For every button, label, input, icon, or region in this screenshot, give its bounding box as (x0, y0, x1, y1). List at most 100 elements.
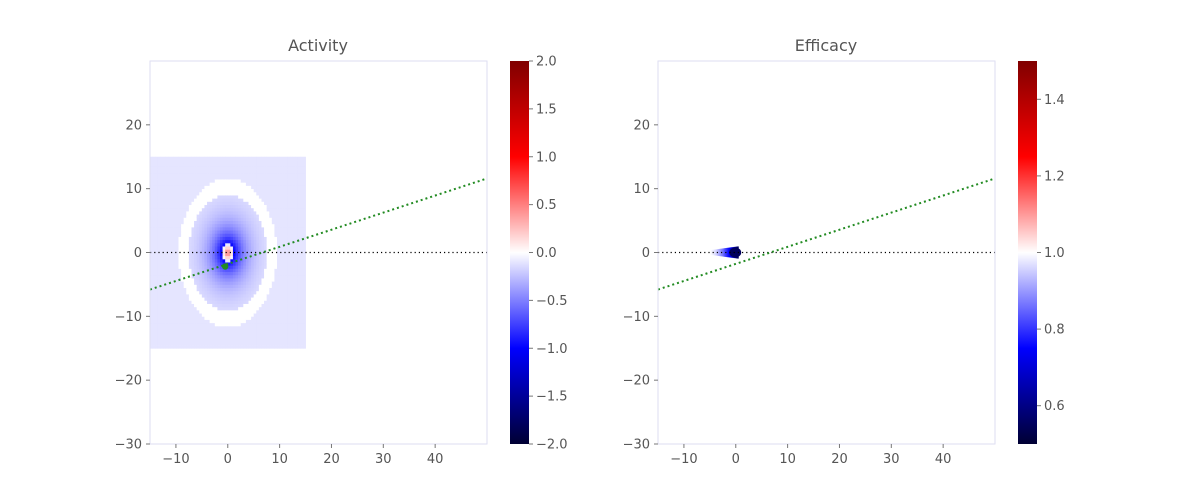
heatmap-cell (173, 217, 177, 221)
heatmap-cell (274, 246, 278, 250)
heatmap-cell (302, 252, 306, 257)
heatmap-cell (191, 188, 195, 193)
heatmap-cell (157, 258, 161, 263)
heatmap-cell (287, 204, 291, 209)
heatmap-cell (277, 207, 281, 212)
heatmap-cell (222, 300, 226, 304)
heatmap-cell (284, 313, 288, 317)
heatmap-cell (284, 239, 288, 244)
heatmap-cell (207, 217, 211, 221)
heatmap-cell (256, 278, 260, 282)
heatmap-cell (162, 226, 166, 231)
heatmap-cell (279, 166, 283, 170)
heatmap-cell (240, 159, 244, 164)
heatmap-cell (235, 252, 239, 257)
heatmap-cell (207, 159, 211, 164)
heatmap-cell (277, 185, 281, 190)
heatmap-cell (245, 287, 249, 292)
heatmap-cell (178, 214, 182, 218)
heatmap-cell (256, 325, 260, 330)
heatmap-cell (194, 274, 198, 279)
heatmap-cell (209, 207, 213, 212)
heatmap-cell (289, 293, 293, 298)
heatmap-cell (256, 268, 260, 273)
heatmap-cell (201, 325, 205, 330)
heatmap-cell (204, 322, 208, 327)
heatmap-cell (173, 179, 177, 183)
colorbar-tick-label: 1.0 (1044, 246, 1065, 261)
heatmap-cell (282, 271, 286, 276)
heatmap-cell (240, 293, 244, 298)
heatmap-cell (300, 309, 304, 314)
heatmap-cell (150, 290, 153, 295)
heatmap-cell (248, 230, 252, 234)
heatmap-cell (191, 306, 195, 311)
heatmap-cell (168, 300, 172, 304)
heatmap-cell (165, 220, 169, 225)
heatmap-cell (155, 329, 159, 333)
heatmap-cell (266, 255, 270, 260)
heatmap-cell (194, 249, 198, 253)
heatmap-cell (168, 316, 172, 320)
heatmap-cell (251, 191, 255, 196)
heatmap-cell (150, 230, 153, 234)
heatmap-cell (194, 223, 198, 228)
heatmap-cell (160, 233, 164, 237)
heatmap-cell (188, 252, 192, 257)
heatmap-cell (191, 341, 195, 346)
heatmap-cell (230, 226, 234, 231)
heatmap-cell (201, 163, 205, 167)
heatmap-cell (199, 182, 203, 186)
heatmap-cell (245, 332, 249, 336)
heatmap-cell (284, 195, 288, 199)
heatmap-cell (258, 300, 262, 304)
heatmap-cell (194, 325, 198, 330)
heatmap-cell (284, 220, 288, 225)
heatmap-cell (269, 258, 273, 263)
heatmap-cell (178, 332, 182, 336)
heatmap-cell (175, 246, 179, 250)
heatmap-cell (217, 185, 221, 190)
heatmap-cell (225, 169, 229, 174)
heatmap-cell (271, 233, 275, 237)
heatmap-cell (178, 163, 182, 167)
heatmap-cell (238, 195, 242, 199)
heatmap-cell (157, 306, 161, 311)
heatmap-cell (183, 252, 187, 257)
heatmap-cell (284, 329, 288, 333)
heatmap-cell (155, 268, 159, 273)
heatmap-cell (183, 172, 187, 177)
heatmap-cell (196, 300, 200, 304)
heatmap-cell (287, 233, 291, 237)
heatmap-cell (191, 249, 195, 253)
heatmap-cell (157, 313, 161, 317)
heatmap-cell (261, 217, 265, 221)
heatmap-cell (256, 217, 260, 221)
heatmap-cell (295, 163, 299, 167)
heatmap-cell (157, 262, 161, 266)
heatmap-cell (225, 223, 229, 228)
heatmap-cell (235, 335, 239, 340)
heatmap-cell (165, 290, 169, 295)
heatmap-cell (181, 322, 185, 327)
heatmap-cell (287, 290, 291, 295)
heatmap-cell (240, 319, 244, 324)
heatmap-cell (186, 188, 190, 193)
heatmap-cell (181, 195, 185, 199)
heatmap-cell (160, 226, 164, 231)
heatmap-cell (188, 198, 192, 202)
heatmap-cell (274, 239, 278, 244)
heatmap-cell (230, 319, 234, 324)
heatmap-cell (168, 313, 172, 317)
heatmap-cell (165, 169, 169, 174)
heatmap-cell (258, 166, 262, 170)
heatmap-cell (162, 319, 166, 324)
heatmap-cell (204, 249, 208, 253)
heatmap-cell (302, 211, 306, 215)
heatmap-cell (178, 287, 182, 292)
x-tick-label: −10 (162, 452, 189, 467)
heatmap-cell (217, 249, 221, 253)
heatmap-cell (175, 281, 179, 285)
heatmap-cell (240, 207, 244, 212)
heatmap-cell (271, 258, 275, 263)
